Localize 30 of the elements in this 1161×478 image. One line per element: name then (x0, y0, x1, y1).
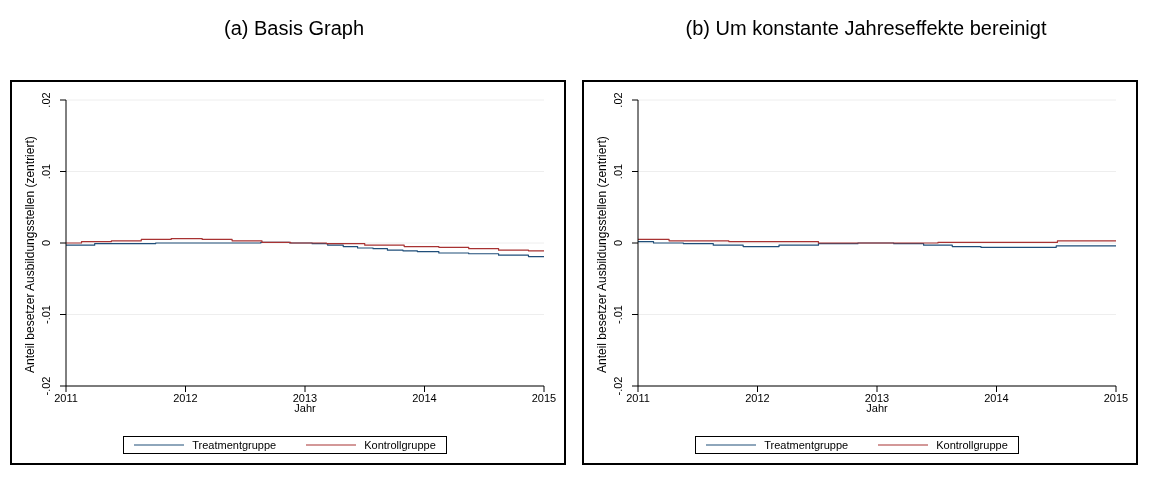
x-tick-label: 2013 (292, 391, 318, 404)
x-tick-label: 2012 (745, 391, 770, 404)
x-tick-label: 2014 (412, 391, 437, 404)
legend-label: Kontrollgruppe (935, 439, 1008, 451)
x-tick-label: 2011 (626, 391, 650, 404)
y-tick-label: .02 (612, 92, 624, 108)
y-tick-label: -.02 (612, 376, 624, 396)
y-tick-label: .02 (40, 92, 52, 108)
legend-label: Treatmentgruppe (763, 439, 849, 451)
x-tick-label: 2015 (1103, 391, 1129, 404)
y-axis-title: Anteil besetzer Ausbildungsstellen (zentriert) (23, 136, 38, 373)
x-tick-label: 2012 (173, 391, 198, 404)
y-tick-label: 0 (40, 239, 52, 247)
chart-title: (b) Um konstante Jahreseffekte bereinigt (684, 16, 1048, 41)
legend-label: Treatmentgruppe (191, 439, 277, 451)
chart-title: (a) Basis Graph (222, 16, 366, 41)
y-axis-title: Anteil besetzer Ausbildungsstellen (zentriert) (595, 136, 610, 373)
x-axis-title: Jahr (866, 401, 889, 414)
x-tick-label: 2014 (984, 391, 1009, 404)
x-tick-label: 2013 (864, 391, 890, 404)
x-axis-title: Jahr (294, 401, 317, 414)
x-tick-label: 2015 (531, 391, 557, 404)
y-tick-label: .01 (612, 163, 624, 180)
y-tick-label: -.01 (40, 305, 52, 324)
legend-label: Kontrollgruppe (363, 439, 436, 451)
y-tick-label: -.01 (612, 305, 624, 324)
x-tick-label: 2011 (54, 391, 78, 404)
y-tick-label: .01 (40, 163, 52, 180)
y-tick-label: -.02 (40, 376, 52, 396)
y-tick-label: 0 (612, 239, 624, 247)
